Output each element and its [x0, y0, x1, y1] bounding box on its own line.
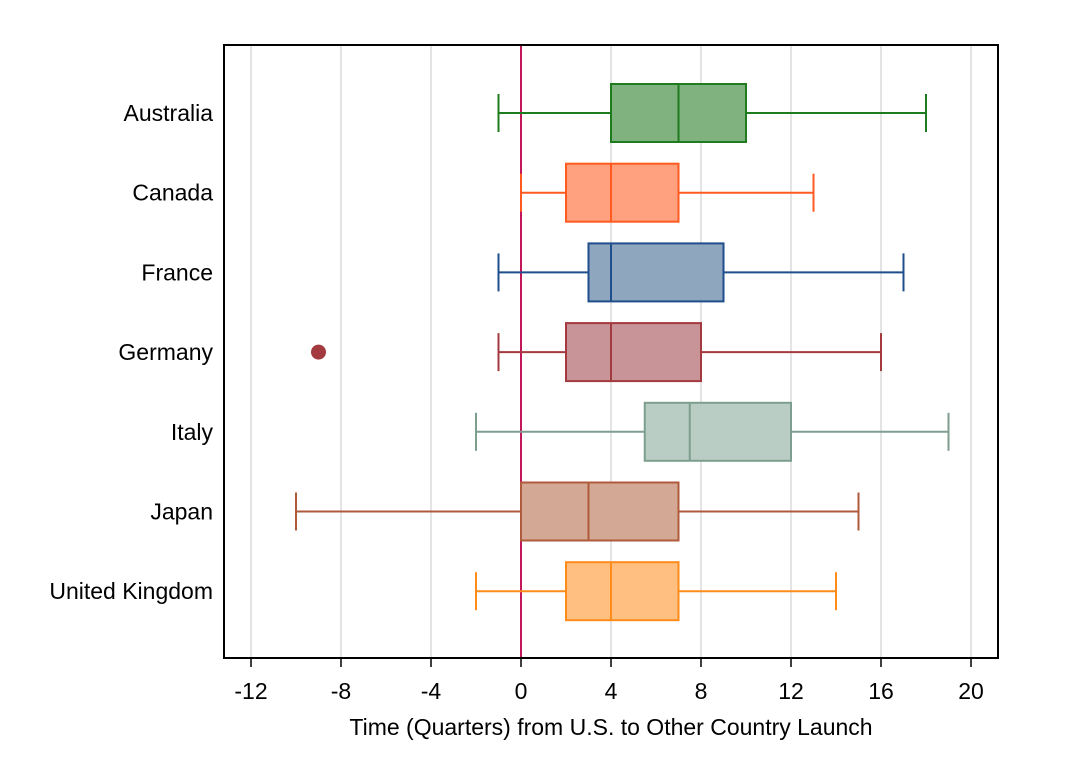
box-iqr: [565, 162, 680, 223]
x-tick-label: -4: [421, 678, 442, 704]
x-tick-label: 16: [868, 678, 894, 704]
x-tick-label: 4: [605, 678, 618, 704]
category-label: Germany: [118, 339, 213, 365]
box-australia: [497, 83, 927, 143]
box-iqr: [565, 322, 702, 383]
category-label: Canada: [132, 180, 213, 206]
category-label: Japan: [150, 499, 213, 525]
category-label: United Kingdom: [49, 578, 213, 604]
x-tick-label: -12: [234, 678, 267, 704]
box-italy: [475, 401, 950, 462]
boxes-group: [295, 83, 950, 622]
category-labels: Australia Canada France Germany Italy Japan Un…: [49, 100, 213, 604]
box-canada: [520, 162, 815, 223]
x-tick-label: 8: [695, 678, 708, 704]
outlier-point: [311, 344, 326, 360]
x-axis-ticks: -12 -8 -4 0 4 8 12 16 20: [234, 658, 984, 704]
box-japan: [295, 481, 860, 542]
box-germany: [311, 322, 882, 383]
box-iqr: [520, 481, 680, 542]
x-tick-label: 20: [958, 678, 984, 704]
box-iqr: [587, 242, 725, 303]
x-tick-label: 12: [778, 678, 804, 704]
x-tick-label: 0: [515, 678, 528, 704]
category-label: Italy: [171, 419, 214, 445]
category-label: Australia: [124, 100, 214, 126]
box-iqr: [643, 401, 792, 462]
category-label: France: [141, 259, 213, 285]
x-axis-title: Time (Quarters) from U.S. to Other Count…: [349, 714, 872, 740]
box-united-kingdom: [475, 561, 837, 622]
x-tick-label: -8: [331, 678, 351, 704]
box-france: [497, 242, 905, 303]
box-iqr: [565, 561, 680, 622]
